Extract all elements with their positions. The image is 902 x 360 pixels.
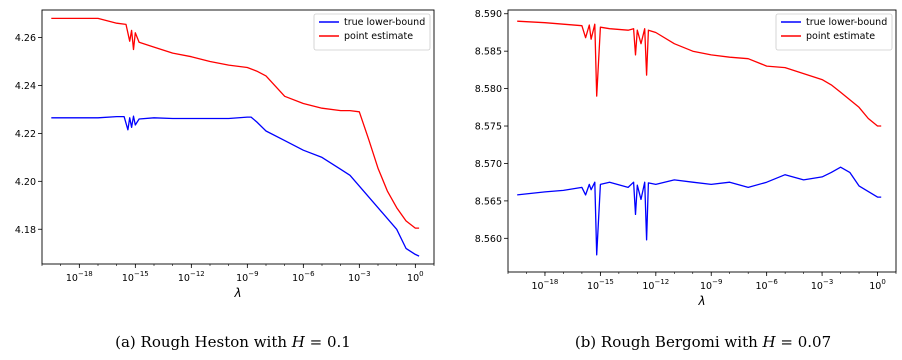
series-line xyxy=(51,17,420,229)
legend-entry: true lower-bound xyxy=(344,17,425,28)
panel-rough-heston: 10−18 10−15 10−12 10−9 10−6 10−3 100 4.18 4.20 4.… xyxy=(15,9,435,351)
y-tick-label: 8.585 xyxy=(475,47,502,58)
y-tick-label: 8.580 xyxy=(475,84,502,95)
y-tick-label: 8.565 xyxy=(475,196,502,207)
series-line xyxy=(51,115,420,257)
x-tick-label: 100 xyxy=(869,278,886,292)
y-tick-label: 4.20 xyxy=(15,177,36,188)
x-tick-label: 10−3 xyxy=(811,278,833,292)
x-axis-label: λ xyxy=(233,286,241,300)
series-line xyxy=(517,166,882,256)
legend-entry: true lower-bound xyxy=(806,17,887,28)
y-tick-label: 4.26 xyxy=(15,33,36,44)
x-tick-label: 10−6 xyxy=(292,270,315,284)
legend-entry: point estimate xyxy=(806,31,875,42)
legend xyxy=(313,13,431,51)
legend xyxy=(775,13,893,51)
figure-caption: (a) Rough Heston with H = 0.1 xyxy=(115,333,351,351)
x-tick-label: 10−15 xyxy=(122,270,149,284)
panel-rough-bergomi: 10−18 10−15 10−12 10−9 10−6 10−3 100 8.560 8.565… xyxy=(475,9,897,351)
x-tick-label: 10−9 xyxy=(236,270,258,284)
figure-caption: (b) Rough Bergomi with H = 0.07 xyxy=(575,333,831,351)
x-tick-label: 10−15 xyxy=(587,278,614,292)
x-tick-label: 10−12 xyxy=(642,278,669,292)
plot-area xyxy=(41,9,435,265)
x-axis-label: λ xyxy=(697,294,705,308)
y-tick-label: 8.590 xyxy=(475,9,502,20)
legend-entry: point estimate xyxy=(344,31,413,42)
x-tick-label: 10−18 xyxy=(66,270,93,284)
x-tick-label: 10−3 xyxy=(348,270,370,284)
x-tick-label: 10−9 xyxy=(700,278,722,292)
y-tick-label: 8.575 xyxy=(475,122,502,133)
x-tick-label: 10−6 xyxy=(755,278,778,292)
y-tick-label: 4.18 xyxy=(15,225,36,236)
y-tick-label: 4.24 xyxy=(15,81,36,92)
y-tick-label: 4.22 xyxy=(15,129,36,140)
y-tick-label: 8.560 xyxy=(475,234,502,245)
x-tick-label: 100 xyxy=(407,270,424,284)
series-line xyxy=(517,20,882,127)
y-tick-label: 8.570 xyxy=(475,159,502,170)
x-tick-label: 10−18 xyxy=(532,278,559,292)
x-tick-label: 10−12 xyxy=(178,270,205,284)
